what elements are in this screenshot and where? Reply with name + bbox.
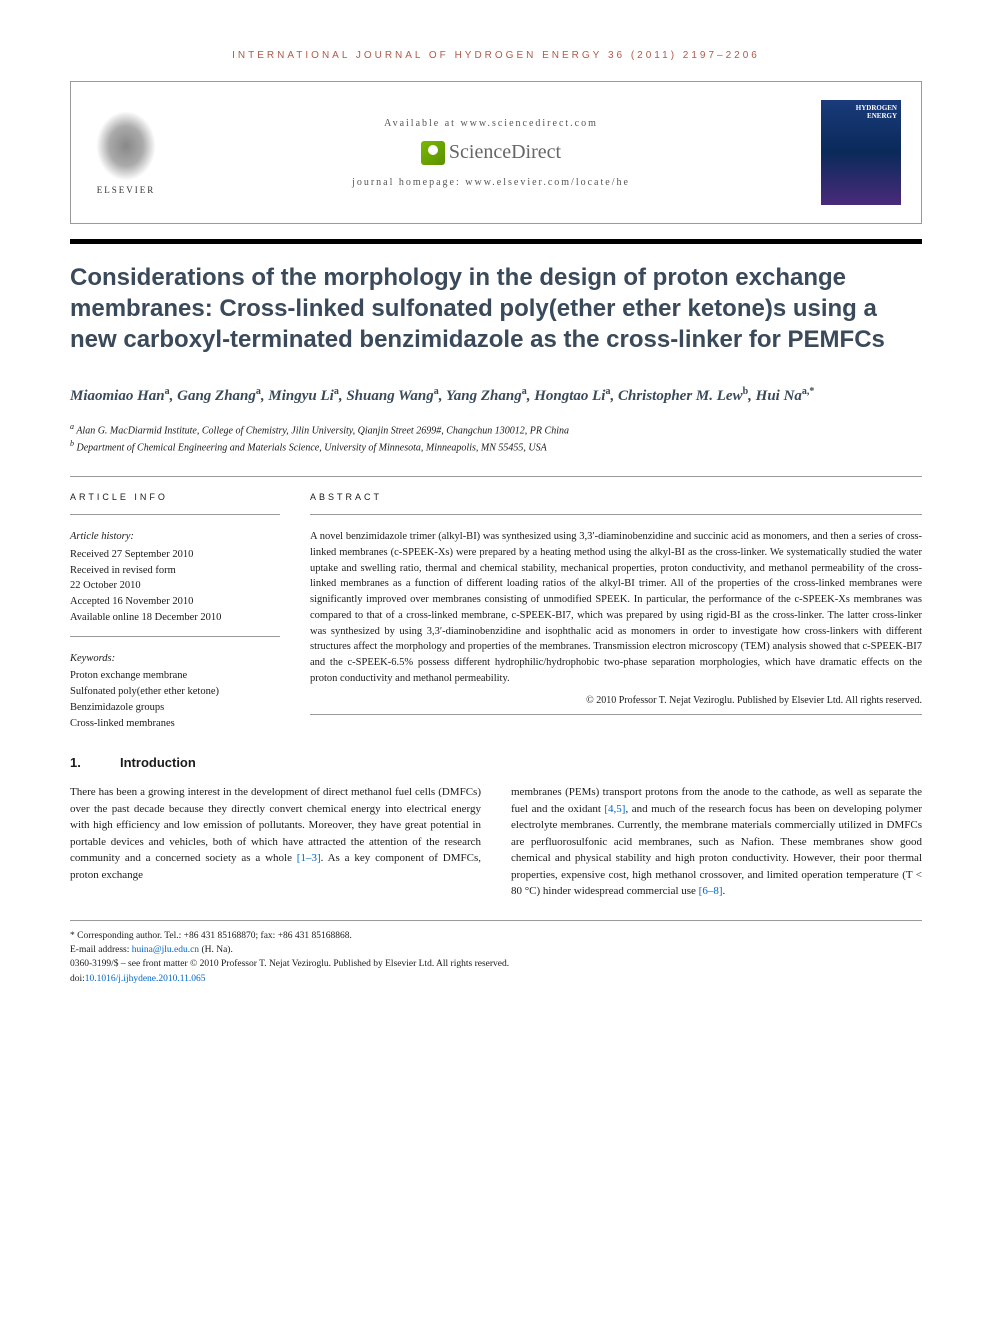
- header-center: Available at www.sciencedirect.com Scien…: [161, 118, 821, 188]
- doi-link[interactable]: 10.1016/j.ijhydene.2010.11.065: [85, 974, 206, 984]
- sciencedirect-icon: [421, 141, 445, 165]
- abstract-text: A novel benzimidazole trimer (alkyl-BI) …: [310, 529, 922, 687]
- corresponding-author: * Corresponding author. Tel.: +86 431 85…: [70, 929, 922, 943]
- body-text: .: [723, 885, 726, 897]
- body-text: , and much of the research focus has bee…: [511, 803, 922, 898]
- info-abstract-row: ARTICLE INFO Article history: Received 2…: [70, 491, 922, 732]
- history-line: Accepted 16 November 2010: [70, 594, 280, 610]
- keywords-label: Keywords:: [70, 651, 280, 667]
- homepage-link[interactable]: journal homepage: www.elsevier.com/locat…: [161, 177, 821, 188]
- section-heading-intro: 1.Introduction: [70, 755, 922, 770]
- elsevier-logo: ELSEVIER: [91, 111, 161, 195]
- article-history-block: Article history: Received 27 September 2…: [70, 529, 280, 637]
- history-line: 22 October 2010: [70, 578, 280, 594]
- section-title: Introduction: [120, 755, 196, 770]
- email-name: (H. Na).: [199, 945, 233, 955]
- article-info-column: ARTICLE INFO Article history: Received 2…: [70, 491, 280, 732]
- journal-cover-thumbnail: HYDROGEN ENERGY: [821, 100, 901, 205]
- reference-link[interactable]: [4,5]: [604, 803, 625, 815]
- abstract-column: ABSTRACT A novel benzimidazole trimer (a…: [310, 491, 922, 732]
- elsevier-label: ELSEVIER: [97, 185, 156, 195]
- history-line: Received 27 September 2010: [70, 547, 280, 563]
- email-label: E-mail address:: [70, 945, 132, 955]
- abstract-divider: [310, 514, 922, 515]
- keyword: Proton exchange membrane: [70, 668, 280, 684]
- keyword: Cross-linked membranes: [70, 716, 280, 732]
- body-column-right: membranes (PEMs) transport protons from …: [511, 784, 922, 900]
- sciencedirect-logo[interactable]: ScienceDirect: [421, 141, 561, 165]
- affiliation-a: a Alan G. MacDiarmid Institute, College …: [70, 421, 922, 438]
- article-info-heading: ARTICLE INFO: [70, 491, 280, 505]
- cover-title: HYDROGEN ENERGY: [825, 104, 897, 121]
- keywords-block: Keywords: Proton exchange membrane Sulfo…: [70, 651, 280, 732]
- section-divider: [70, 476, 922, 477]
- affiliations: a Alan G. MacDiarmid Institute, College …: [70, 421, 922, 456]
- email-line: E-mail address: huina@jlu.edu.cn (H. Na)…: [70, 943, 922, 957]
- keyword: Sulfonated poly(ether ether ketone): [70, 684, 280, 700]
- doi-line: doi:10.1016/j.ijhydene.2010.11.065: [70, 972, 922, 986]
- footer-copyright: 0360-3199/$ – see front matter © 2010 Pr…: [70, 957, 922, 971]
- info-divider: [70, 514, 280, 515]
- section-number: 1.: [70, 755, 120, 770]
- divider-bar: [70, 239, 922, 244]
- history-line: Available online 18 December 2010: [70, 610, 280, 626]
- abstract-heading: ABSTRACT: [310, 491, 922, 505]
- keyword: Benzimidazole groups: [70, 700, 280, 716]
- article-title: Considerations of the morphology in the …: [70, 262, 922, 356]
- sciencedirect-label: ScienceDirect: [449, 141, 561, 164]
- reference-link[interactable]: [6–8]: [699, 885, 723, 897]
- journal-citation-line: INTERNATIONAL JOURNAL OF HYDROGEN ENERGY…: [70, 50, 922, 61]
- affiliation-b: b Department of Chemical Engineering and…: [70, 438, 922, 455]
- email-link[interactable]: huina@jlu.edu.cn: [132, 945, 199, 955]
- history-label: Article history:: [70, 529, 280, 545]
- abstract-end-divider: [310, 714, 922, 715]
- reference-link[interactable]: [1–3]: [297, 852, 321, 864]
- history-line: Received in revised form: [70, 563, 280, 579]
- elsevier-tree-icon: [96, 111, 156, 181]
- page-footer: * Corresponding author. Tel.: +86 431 85…: [70, 920, 922, 986]
- body-column-left: There has been a growing interest in the…: [70, 784, 481, 900]
- publisher-header: ELSEVIER Available at www.sciencedirect.…: [70, 81, 922, 224]
- doi-label: doi:: [70, 974, 85, 984]
- abstract-copyright: © 2010 Professor T. Nejat Veziroglu. Pub…: [310, 693, 922, 708]
- available-text: Available at www.sciencedirect.com: [161, 118, 821, 129]
- authors-list: Miaomiao Hana, Gang Zhanga, Mingyu Lia, …: [70, 384, 922, 408]
- body-columns: There has been a growing interest in the…: [70, 784, 922, 900]
